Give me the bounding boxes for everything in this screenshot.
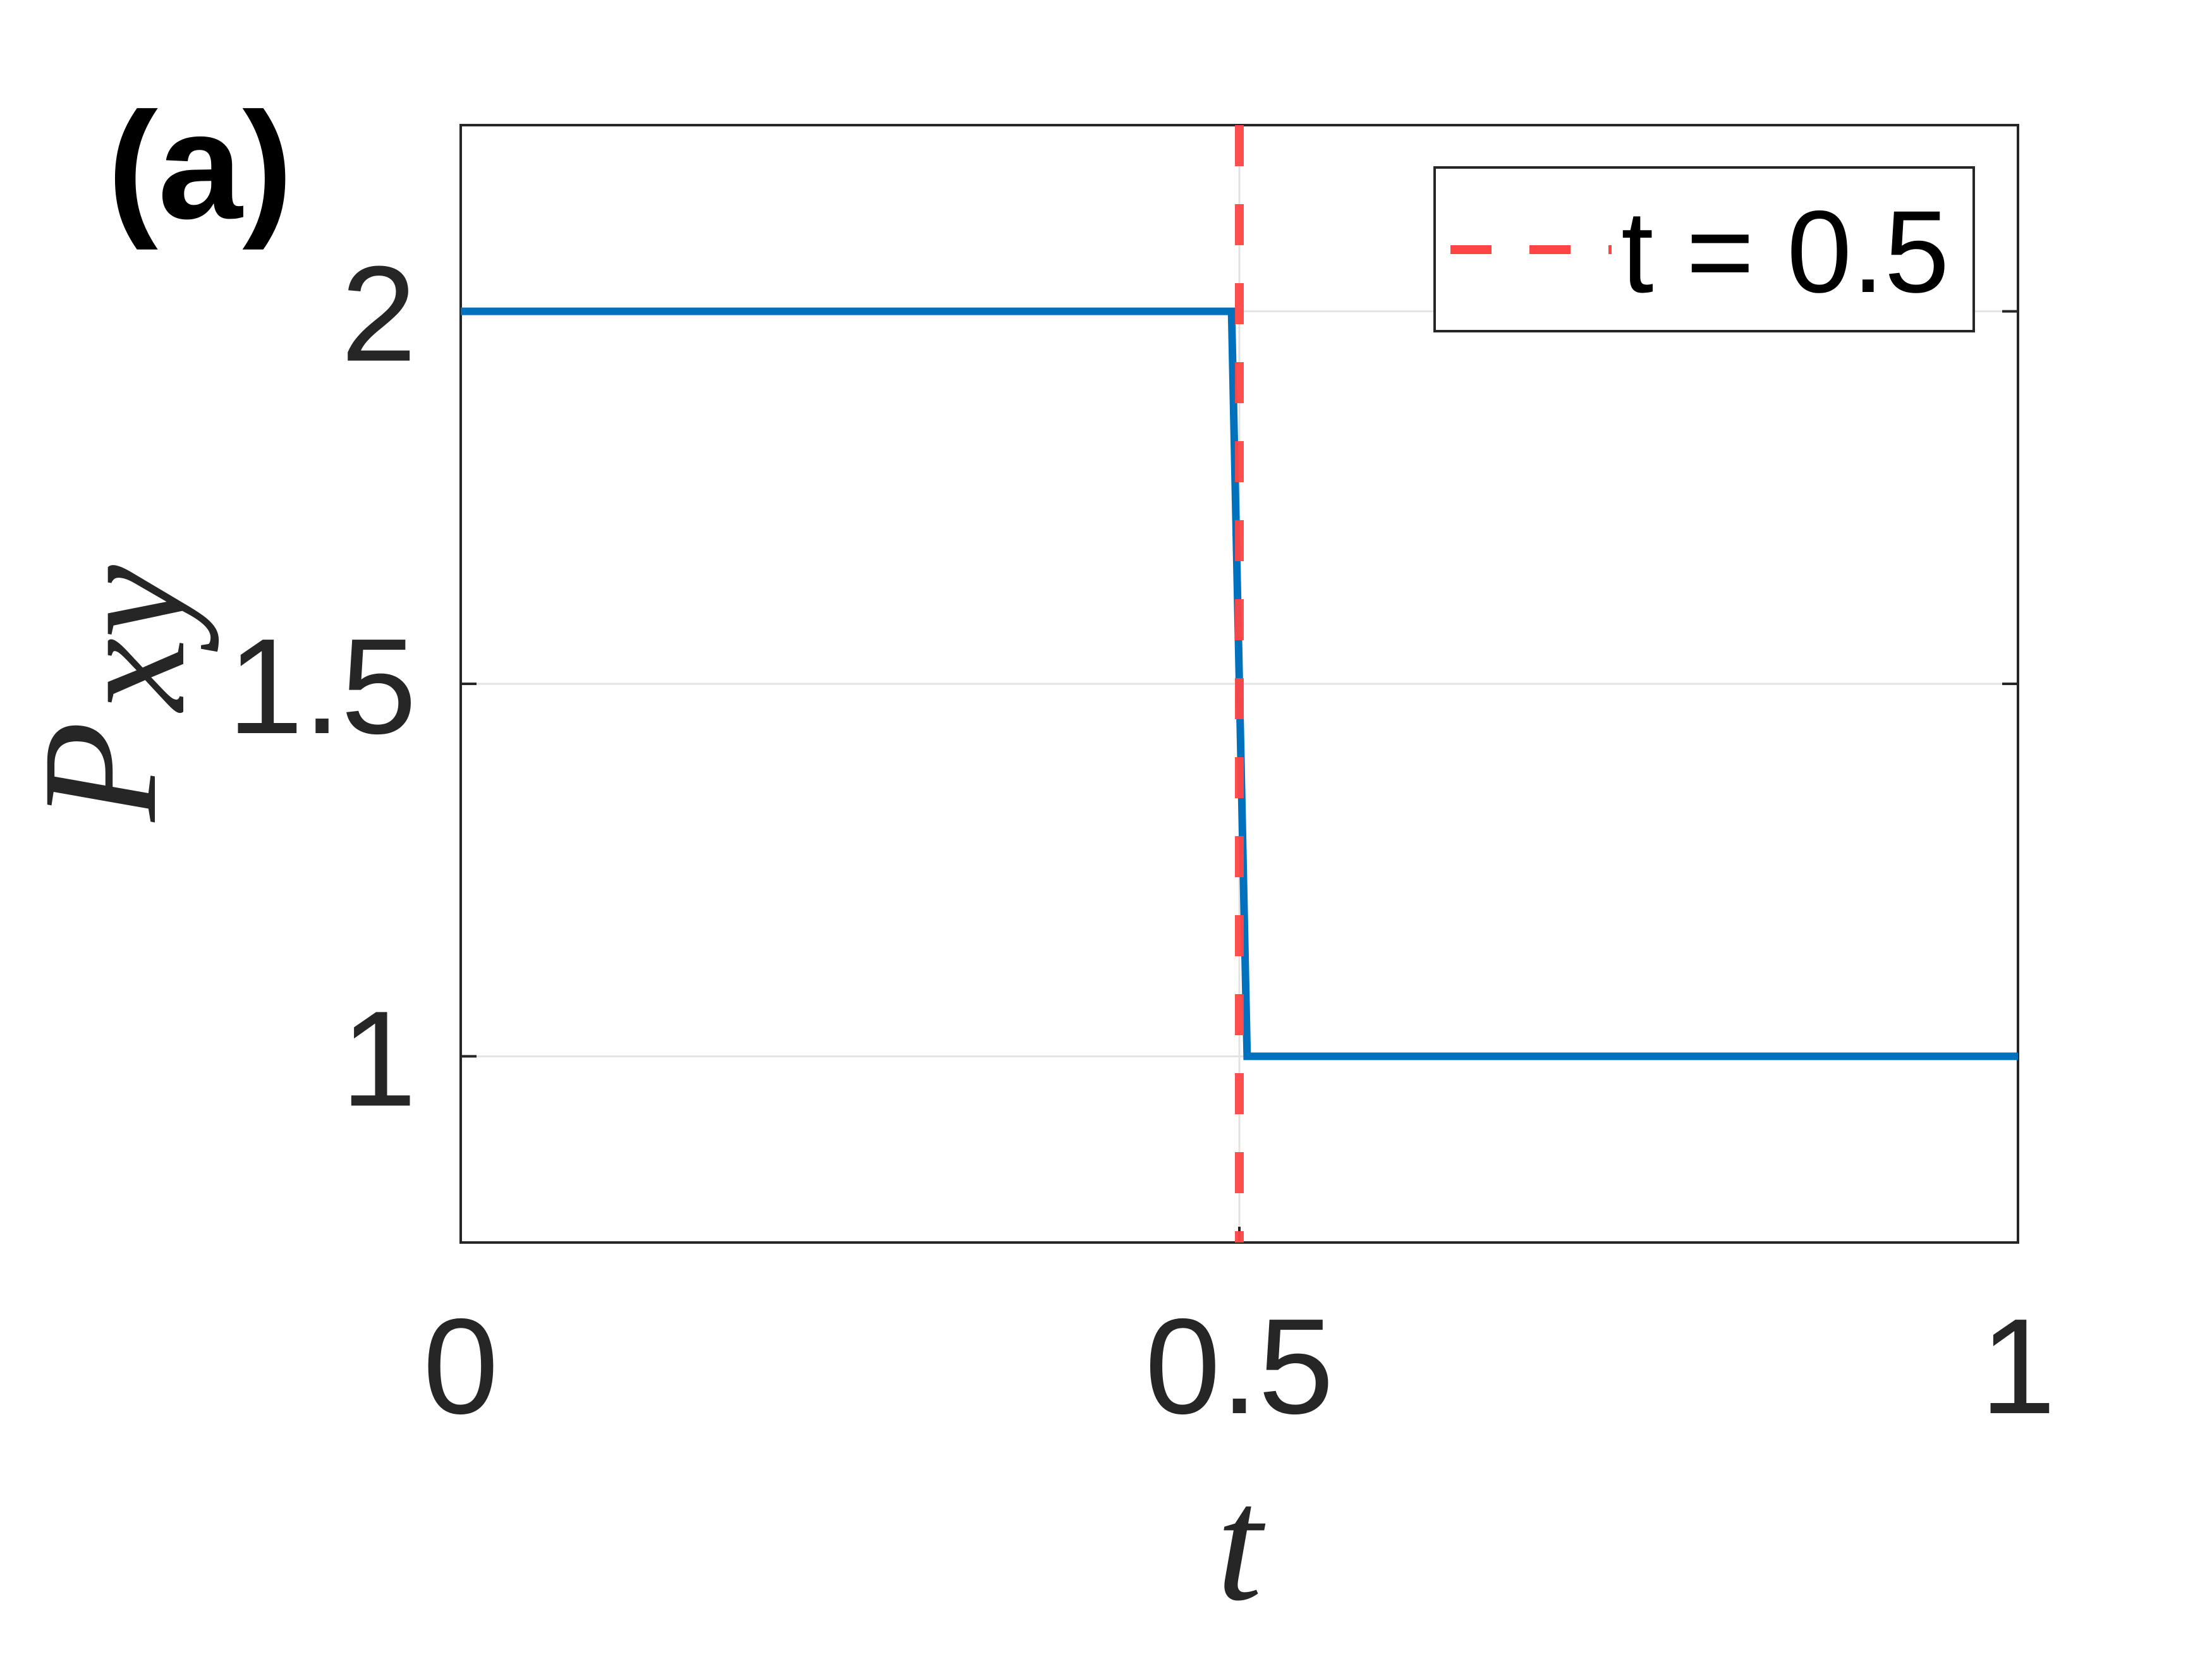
x-axis-label: t xyxy=(1217,1453,1268,1635)
y-axis-label-sub: xy xyxy=(37,564,219,714)
legend-label: t = 0.5 xyxy=(1621,187,1949,317)
legend-box xyxy=(1433,166,1975,332)
y-tick-label: 1.5 xyxy=(228,610,416,762)
y-axis-label: P xy xyxy=(9,564,219,824)
ticks: 0 0.5 1 1 1.5 2 xyxy=(228,238,2056,1442)
y-axis-label-main: P xyxy=(9,721,191,824)
series xyxy=(461,125,2018,1243)
x-tick-label: 0.5 xyxy=(1145,1290,1334,1442)
y-tick-label: 1 xyxy=(341,982,416,1134)
x-tick-label: 1 xyxy=(1980,1290,2056,1442)
panel-label: (a) xyxy=(107,81,293,250)
y-tick-label: 2 xyxy=(341,238,416,390)
x-tick-label: 0 xyxy=(423,1290,499,1442)
legend: t = 0.5 xyxy=(1433,166,1975,332)
